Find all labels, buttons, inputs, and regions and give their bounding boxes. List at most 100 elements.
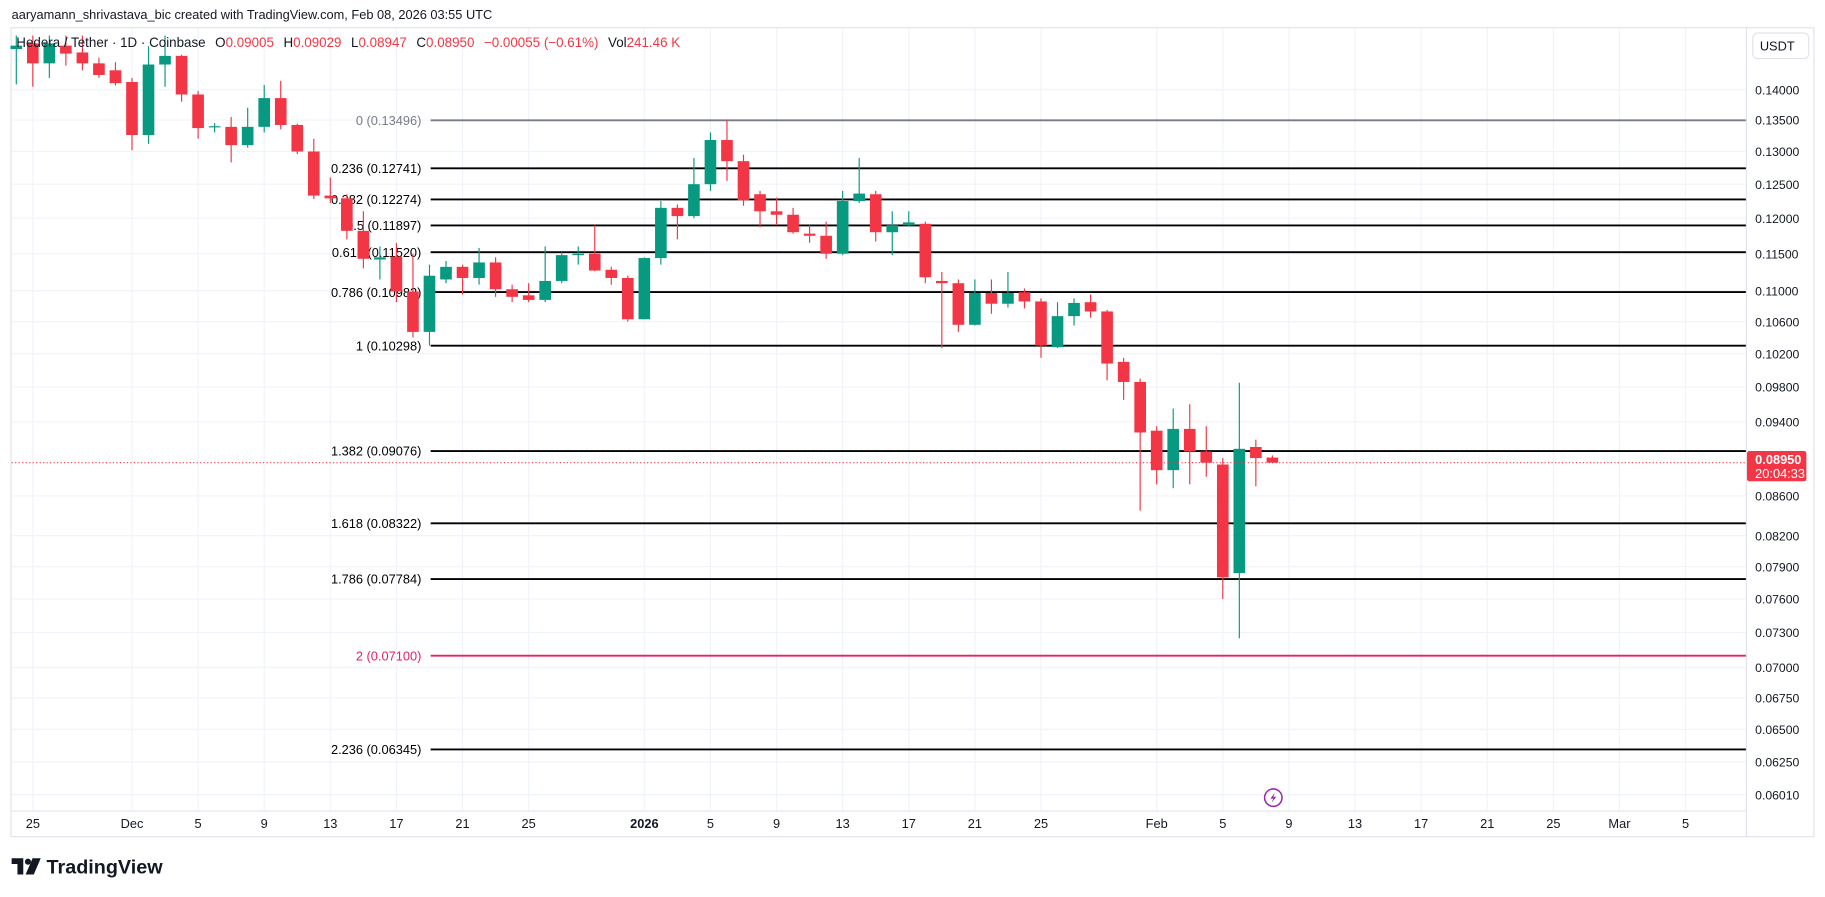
tradingview-logo-icon (11, 858, 41, 875)
price-tick-label: 0.09400 (1755, 415, 1799, 429)
time-tick-label: 2026 (630, 816, 658, 831)
legend-open: 0.09005 (226, 35, 274, 50)
candle-body (274, 98, 287, 125)
price-axis[interactable]: 0.14000 0.13500 0.13000 0.12500 0.12000 0.115… (1755, 83, 1799, 802)
candle-body (985, 293, 998, 304)
time-tick-label: 9 (261, 816, 268, 831)
candle (621, 275, 634, 322)
candle-body (1150, 430, 1163, 471)
candle (225, 116, 237, 163)
candle-body (175, 55, 188, 95)
candle-body (1068, 302, 1080, 317)
candle-body (1002, 293, 1014, 304)
candle (869, 190, 882, 242)
last-price-label: 0.08950 20:04:33 (1747, 451, 1807, 482)
candle (274, 80, 287, 130)
fib-level-label: 0.382 (0.12274) (331, 192, 421, 207)
candle (1183, 404, 1196, 485)
legend-high-label: H (283, 35, 293, 50)
candle (93, 57, 105, 78)
candle (258, 84, 271, 133)
fib-level-label: 0.618 (0.11520) (332, 245, 421, 260)
candle (787, 207, 799, 234)
legend-high: 0.09029 (293, 35, 341, 50)
candle (291, 123, 304, 155)
candle-body (76, 52, 89, 64)
candle (1002, 272, 1014, 308)
candle (820, 221, 832, 259)
candle-body (952, 283, 965, 325)
fib-level-label: 0.236 (0.12741) (331, 161, 421, 176)
candle-body (1216, 464, 1229, 578)
candle (374, 246, 386, 280)
price-tick-label: 0.06750 (1755, 691, 1799, 705)
candle (10, 35, 23, 85)
candle-body (1233, 448, 1246, 574)
candle-body (836, 201, 849, 254)
price-tick-label: 0.08200 (1755, 529, 1799, 543)
candle (489, 257, 502, 297)
candle (324, 177, 337, 204)
candle (1233, 382, 1246, 639)
price-tick-label: 0.10600 (1755, 315, 1799, 329)
grid (11, 28, 1746, 811)
time-tick-label: 5 (195, 816, 202, 831)
candle-body (1018, 292, 1031, 302)
price-tick-label: 0.13500 (1755, 114, 1799, 128)
candle-body (423, 275, 436, 332)
price-tick-label: 0.11000 (1755, 284, 1798, 298)
lightning-bolt-icon[interactable] (1263, 788, 1283, 808)
candle-body (506, 289, 518, 297)
candle (126, 77, 138, 151)
candle-body (621, 277, 634, 320)
time-tick-label: 25 (26, 816, 40, 831)
fib-level-label: 0.5 (0.11897) (346, 218, 421, 233)
price-tick-label: 0.11500 (1755, 247, 1798, 261)
time-tick-label: 21 (1480, 816, 1494, 831)
time-tick-label: 17 (902, 816, 916, 831)
tradingview-logo[interactable]: TradingView (11, 856, 164, 878)
candle (886, 211, 899, 256)
legend-volume: 241.46 K (627, 35, 681, 50)
legend-volume-label: Vol (608, 35, 627, 50)
candle-body (1084, 302, 1097, 312)
candle-body (704, 140, 717, 185)
candle (671, 204, 684, 240)
candle (969, 279, 981, 326)
candle (638, 257, 651, 320)
time-tick-label: 21 (968, 816, 982, 831)
candle (803, 225, 816, 243)
candle (836, 190, 849, 256)
fib-level-label: 1 (0.10298) (356, 338, 421, 353)
candle-body (390, 256, 403, 292)
fib-level-label: 1.382 (0.09076) (331, 444, 421, 459)
price-tick-label: 0.14000 (1755, 83, 1799, 97)
time-tick-label: Mar (1608, 816, 1631, 831)
last-price-value: 0.08950 (1755, 452, 1801, 467)
time-axis[interactable]: 25 Dec 5 9 13 17 21 25 2026 5 9 13 17 21 25 Feb 5 9 13 17 21… (26, 816, 1689, 831)
price-tick-label: 0.08600 (1755, 490, 1799, 504)
fib-level-label: 2 (0.07100) (356, 648, 421, 663)
candle-body (192, 94, 204, 129)
candle (142, 46, 155, 144)
candle-body (1200, 451, 1213, 463)
time-tick-label: 25 (522, 816, 536, 831)
currency-label: USDT (1760, 38, 1795, 53)
currency-button[interactable]: USDT (1752, 32, 1810, 60)
price-tick-label: 0.06250 (1755, 756, 1799, 770)
candle-body (522, 295, 535, 300)
time-tick-label: 17 (389, 816, 403, 831)
candle (539, 246, 551, 303)
candle (1018, 288, 1031, 309)
time-tick-label: Feb (1146, 816, 1168, 831)
legend-symbol: Hedera / Tether · 1D · Coinbase (16, 35, 205, 50)
candle-body (225, 126, 237, 146)
fib-level-label: 1.618 (0.08322) (331, 516, 421, 531)
candle-body (638, 258, 651, 320)
legend-close-label: C (416, 35, 426, 50)
candle (27, 35, 39, 87)
candle (1051, 302, 1064, 348)
candle-body (258, 98, 271, 127)
legend: Hedera / Tether · 1D · Coinbase O0.09005… (16, 35, 680, 50)
candle (241, 107, 254, 148)
